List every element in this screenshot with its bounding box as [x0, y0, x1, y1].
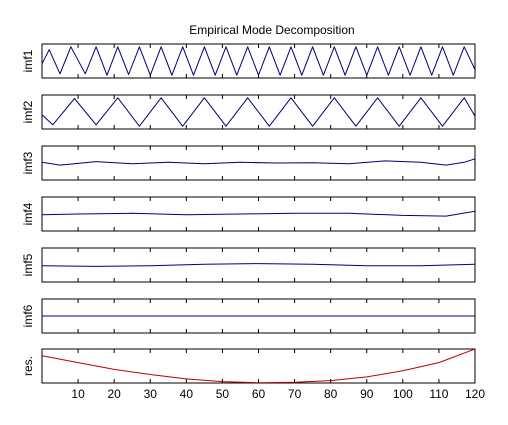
x-tick-label: 30: [144, 387, 158, 401]
panel-label-imf6: imf6: [21, 304, 35, 327]
panel-label-imf4: imf4: [21, 202, 35, 225]
series-line-imf3: [42, 158, 475, 166]
panel-label-res: res.: [21, 356, 35, 376]
panel-label-imf1: imf1: [21, 49, 35, 72]
x-tick-label: 120: [465, 387, 485, 401]
x-tick-label: 20: [107, 387, 121, 401]
x-tick-label: 40: [180, 387, 194, 401]
panel-label-imf2: imf2: [21, 100, 35, 123]
chart-title: Empirical Mode Decomposition: [189, 23, 354, 37]
panels-group: imf1 imf2 imf3 imf4 imf5 imf6 res. 10 20 30 40 50 60…: [21, 43, 485, 401]
x-tick-label: 50: [216, 387, 230, 401]
series-line-imf5: [42, 263, 475, 267]
panel-frame-imf1: [41, 43, 476, 79]
series-line-imf4: [42, 210, 475, 217]
panel-label-imf5: imf5: [21, 253, 35, 276]
x-tick-label: 60: [252, 387, 266, 401]
x-tick-label: 110: [429, 387, 448, 401]
x-tick-label: 90: [360, 387, 374, 401]
x-tick-label: 70: [288, 387, 302, 401]
panel-label-imf3: imf3: [21, 151, 35, 174]
x-tick-label: 80: [324, 387, 338, 401]
series-line-imf2: [42, 97, 475, 127]
panel-frame-imf5: [41, 247, 476, 283]
panel-frame-res: [41, 348, 476, 384]
x-tick-label: 10: [71, 387, 85, 401]
x-tick-label: 100: [393, 387, 413, 401]
